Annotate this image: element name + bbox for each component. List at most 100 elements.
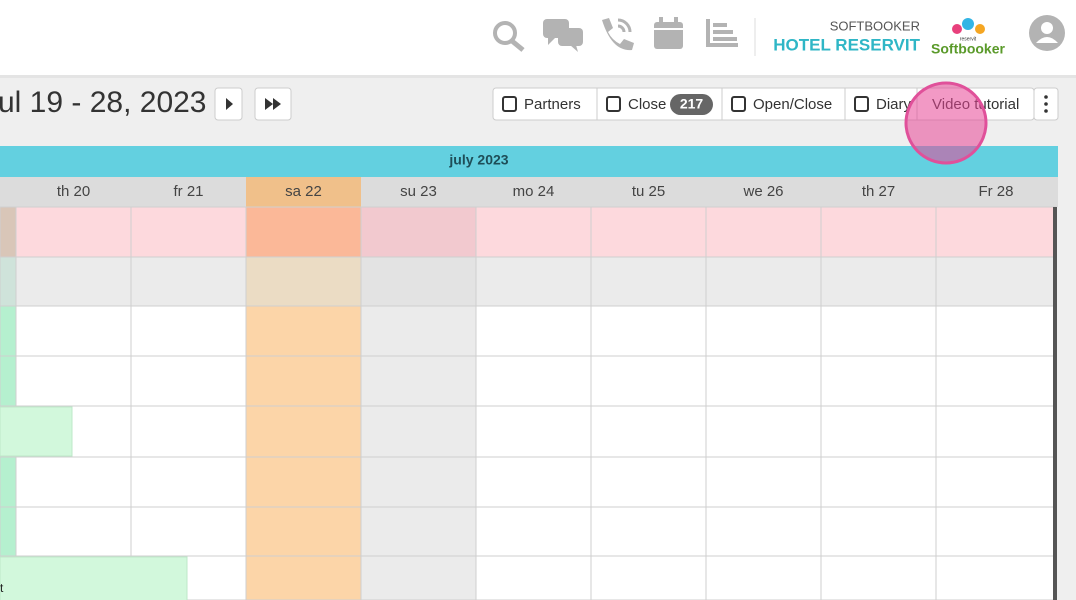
day-cell[interactable] bbox=[935, 506, 1057, 557]
day-cell[interactable] bbox=[590, 456, 707, 508]
day-cell[interactable] bbox=[935, 555, 1057, 600]
day-cell[interactable] bbox=[15, 305, 132, 357]
day-cell[interactable] bbox=[590, 506, 707, 557]
day-cell[interactable] bbox=[935, 305, 1057, 357]
stats-icon[interactable] bbox=[706, 19, 738, 47]
day-cell[interactable] bbox=[245, 506, 362, 557]
day-cell[interactable] bbox=[130, 355, 247, 407]
toolbar-button[interactable]: Diary bbox=[844, 88, 912, 120]
day-cell[interactable] bbox=[360, 355, 477, 407]
day-cell[interactable] bbox=[0, 456, 17, 508]
day-cell[interactable] bbox=[820, 355, 937, 407]
day-cell[interactable] bbox=[590, 305, 707, 357]
toolbar-button[interactable]: Open/Close bbox=[721, 88, 832, 120]
booking-bar[interactable] bbox=[0, 556, 188, 600]
more-button[interactable] bbox=[1033, 87, 1059, 121]
day-cell[interactable] bbox=[705, 355, 822, 407]
day-cell[interactable] bbox=[820, 206, 937, 258]
day-cell[interactable] bbox=[705, 405, 822, 458]
day-cell[interactable] bbox=[245, 405, 362, 458]
chat-icon[interactable] bbox=[543, 19, 583, 52]
day-cell[interactable] bbox=[475, 206, 592, 258]
day-cell[interactable] bbox=[360, 555, 477, 600]
day-cell[interactable] bbox=[245, 206, 362, 258]
day-cell[interactable] bbox=[590, 405, 707, 458]
day-header: fr 21 bbox=[173, 183, 203, 200]
day-cell[interactable] bbox=[130, 405, 247, 458]
day-cell[interactable] bbox=[15, 506, 132, 557]
day-cell[interactable] bbox=[590, 256, 707, 307]
day-cell[interactable] bbox=[130, 206, 247, 258]
day-cell[interactable] bbox=[705, 256, 822, 307]
day-cell[interactable] bbox=[0, 206, 17, 258]
day-cell[interactable] bbox=[360, 256, 477, 307]
day-cell[interactable] bbox=[935, 456, 1057, 508]
day-cell[interactable] bbox=[245, 355, 362, 407]
day-cell[interactable] bbox=[15, 206, 132, 258]
day-cell[interactable] bbox=[820, 405, 937, 458]
brand: SOFTBOOKER bbox=[830, 18, 920, 33]
day-cell[interactable] bbox=[360, 405, 477, 458]
next-button[interactable] bbox=[254, 87, 292, 121]
day-cell[interactable] bbox=[705, 206, 822, 258]
day-cell[interactable] bbox=[475, 506, 592, 557]
badge-count: 217 bbox=[680, 96, 704, 112]
search-icon[interactable] bbox=[493, 21, 525, 52]
day-cell[interactable] bbox=[705, 506, 822, 557]
day-cell[interactable] bbox=[935, 206, 1057, 258]
day-cell[interactable] bbox=[935, 256, 1057, 307]
day-cell[interactable] bbox=[820, 506, 937, 557]
day-cell[interactable] bbox=[935, 405, 1057, 458]
day-cell[interactable] bbox=[130, 305, 247, 357]
day-cell[interactable] bbox=[475, 405, 592, 458]
scrollbar bbox=[1053, 207, 1057, 600]
day-cell[interactable] bbox=[360, 456, 477, 508]
day-cell[interactable] bbox=[245, 305, 362, 357]
day-cell[interactable] bbox=[245, 555, 362, 600]
day-cell[interactable] bbox=[705, 456, 822, 508]
day-cell[interactable] bbox=[935, 355, 1057, 407]
day-cell[interactable] bbox=[590, 555, 707, 600]
day-cell[interactable] bbox=[0, 305, 17, 357]
phone-icon[interactable] bbox=[602, 18, 634, 51]
day-cell[interactable] bbox=[245, 256, 362, 307]
day-cell[interactable] bbox=[475, 355, 592, 407]
toolbar-button[interactable]: Close bbox=[596, 88, 666, 120]
prev-button[interactable] bbox=[214, 87, 243, 121]
day-cell[interactable] bbox=[820, 555, 937, 600]
day-cell[interactable] bbox=[130, 506, 247, 557]
day-cell[interactable] bbox=[475, 555, 592, 600]
day-cell[interactable] bbox=[360, 305, 477, 357]
day-cell[interactable] bbox=[590, 206, 707, 258]
day-header: th 27 bbox=[862, 183, 895, 200]
day-header: tu 25 bbox=[632, 183, 665, 200]
day-cell[interactable] bbox=[130, 256, 247, 307]
day-cell[interactable] bbox=[15, 256, 132, 307]
day-cell[interactable] bbox=[15, 456, 132, 508]
day-cell[interactable] bbox=[360, 506, 477, 557]
day-cell[interactable] bbox=[245, 456, 362, 508]
day-cell[interactable] bbox=[475, 256, 592, 307]
day-cell[interactable] bbox=[130, 456, 247, 508]
day-cell[interactable] bbox=[0, 256, 17, 307]
day-cell[interactable] bbox=[0, 506, 17, 557]
day-cell[interactable] bbox=[705, 305, 822, 357]
day-cell[interactable] bbox=[820, 256, 937, 307]
day-cell[interactable] bbox=[0, 355, 17, 407]
day-cell[interactable] bbox=[705, 555, 822, 600]
booking-bar[interactable] bbox=[0, 406, 73, 457]
day-header: we 26 bbox=[742, 183, 783, 200]
day-cell[interactable] bbox=[820, 456, 937, 508]
day-cell[interactable] bbox=[15, 355, 132, 407]
calendar-icon[interactable] bbox=[654, 17, 683, 49]
day-cell[interactable] bbox=[820, 305, 937, 357]
day-cell[interactable] bbox=[360, 206, 477, 258]
day-header: sa 22 bbox=[285, 183, 322, 200]
day-cell[interactable] bbox=[475, 456, 592, 508]
day-cell[interactable] bbox=[590, 355, 707, 407]
day-cell[interactable] bbox=[475, 305, 592, 357]
avatar[interactable] bbox=[1029, 15, 1065, 51]
toolbar-button[interactable]: Partners bbox=[502, 96, 581, 113]
